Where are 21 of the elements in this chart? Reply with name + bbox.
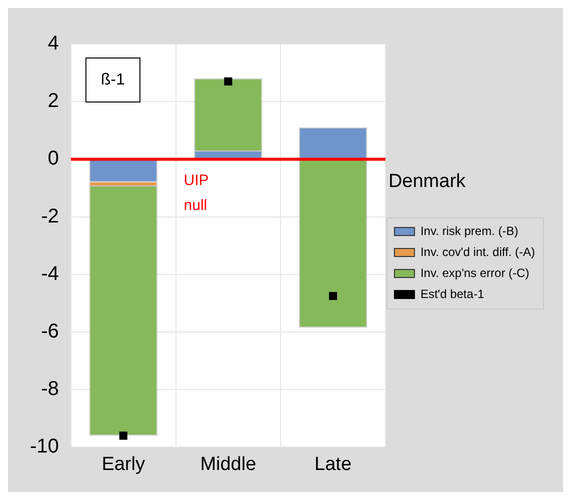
y-tick-label: -8 bbox=[41, 378, 59, 400]
legend-label: Inv. exp'ns error (-C) bbox=[420, 266, 530, 280]
x-tick-label: Early bbox=[102, 454, 146, 475]
y-tick-label: -6 bbox=[41, 320, 59, 343]
x-tick-label: Middle bbox=[200, 454, 256, 475]
y-tick-label: -2 bbox=[41, 205, 59, 228]
ref-line-label: UIP null bbox=[184, 172, 209, 214]
y-tick-label: 4 bbox=[48, 32, 59, 55]
text: Denmark bbox=[388, 171, 466, 192]
y-tick-label: -10 bbox=[30, 436, 59, 458]
y-tick-label: -4 bbox=[41, 262, 59, 285]
y-tick-label: 2 bbox=[48, 90, 59, 112]
point bbox=[328, 292, 338, 300]
annotation: ß-1 bbox=[100, 71, 126, 88]
legend-label: Est'd beta-1 bbox=[420, 286, 484, 301]
point bbox=[119, 432, 128, 440]
point bbox=[224, 77, 232, 86]
x-tick-label: Late bbox=[314, 454, 352, 475]
y-tick-label: 0 bbox=[48, 148, 59, 170]
legend-label: Inv. risk prem. (-B) bbox=[420, 224, 518, 238]
legend-label: Inv. cov'd int. diff. (-A) bbox=[420, 244, 536, 259]
